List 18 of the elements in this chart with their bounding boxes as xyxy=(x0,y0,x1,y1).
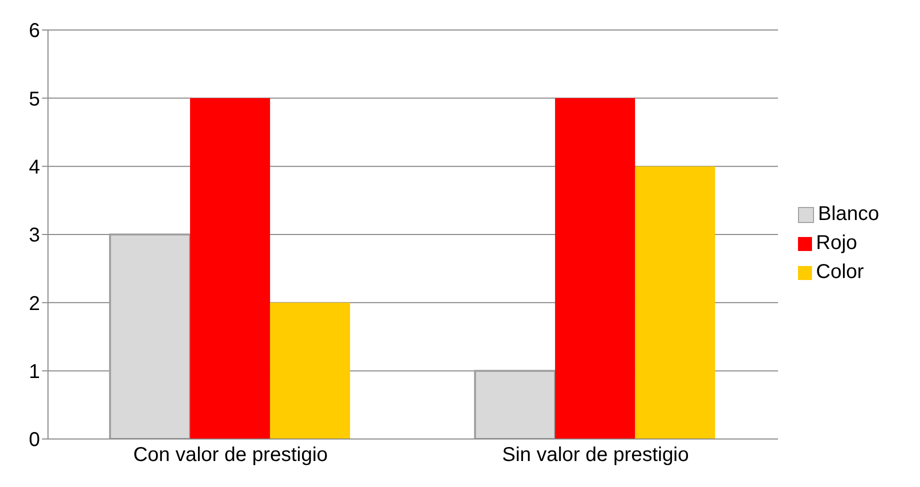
bar xyxy=(555,98,636,439)
legend-label: Blanco xyxy=(818,203,880,226)
bar xyxy=(190,98,270,439)
y-tick-label: 3 xyxy=(28,224,40,247)
legend-label: Rojo xyxy=(816,232,858,255)
bar xyxy=(474,370,556,439)
x-tick-label: Con valor de prestigio xyxy=(133,444,328,466)
legend-label: Color xyxy=(816,261,864,284)
bar xyxy=(270,302,350,439)
x-tick-label: Sin valor de prestigio xyxy=(502,444,689,466)
y-tick-label: 6 xyxy=(28,20,40,42)
y-tick-label: 4 xyxy=(28,156,40,178)
y-tick-label: 2 xyxy=(28,292,40,315)
bar xyxy=(635,166,716,439)
y-tick-label: 0 xyxy=(28,429,40,452)
bar xyxy=(109,234,192,439)
y-tick-label: 5 xyxy=(28,88,40,110)
y-tick-label: 1 xyxy=(28,360,40,383)
